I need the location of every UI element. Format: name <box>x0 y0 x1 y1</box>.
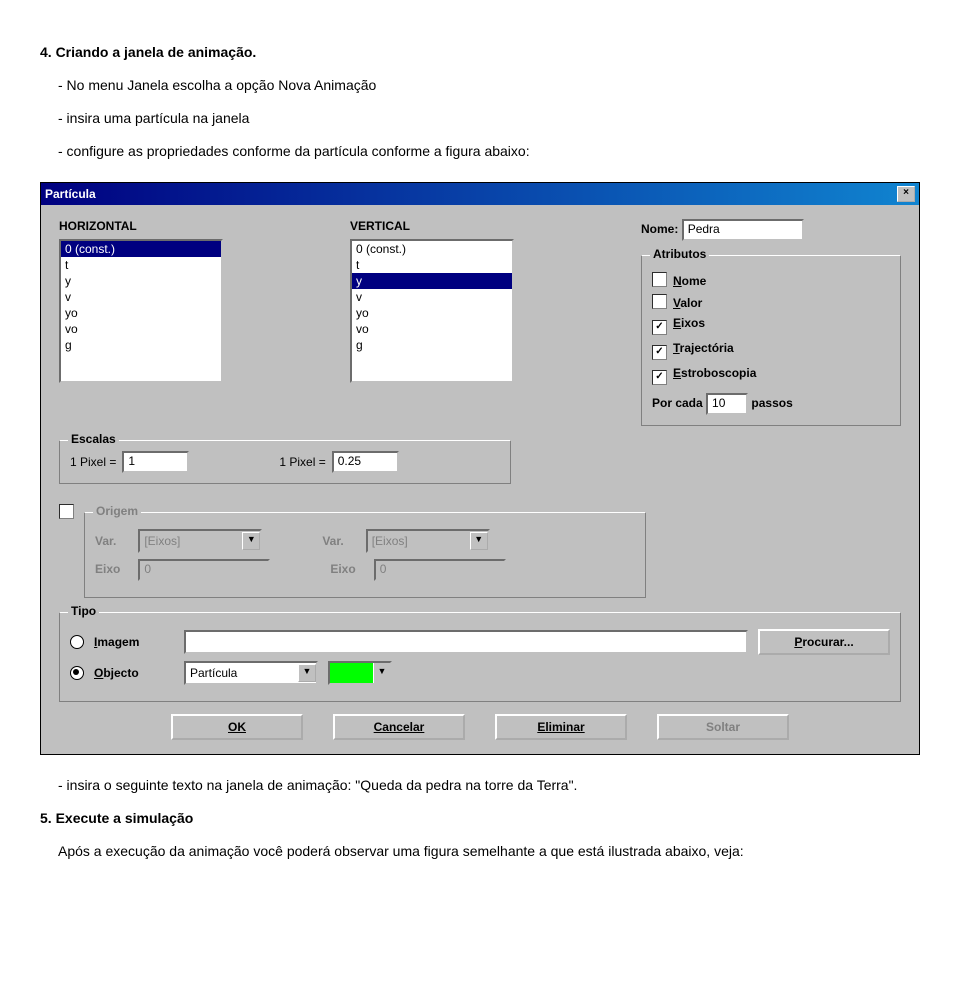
list-item[interactable]: 0 (const.) <box>61 241 221 257</box>
tipo-group: Tipo Imagem Procurar... Objecto Partícul… <box>59 612 901 702</box>
color-picker[interactable]: ▼ <box>328 661 392 685</box>
var-h-value: [Eixos] <box>140 534 242 548</box>
imagem-input[interactable] <box>184 630 748 654</box>
list-item[interactable]: v <box>61 289 221 305</box>
particula-dialog: Partícula × HORIZONTAL 0 (const.)tyvyovo… <box>40 182 920 755</box>
eixo-v-input: 0 <box>374 559 506 581</box>
checkbox-icon[interactable] <box>652 294 667 309</box>
checkbox-icon[interactable] <box>652 272 667 287</box>
imagem-label: Imagem <box>94 635 174 649</box>
chevron-down-icon[interactable]: ▼ <box>298 664 316 682</box>
attr-estroboscopia[interactable]: Estroboscopia <box>652 366 890 385</box>
pixel-v-label: 1 Pixel = <box>279 455 325 469</box>
imagem-radio[interactable] <box>70 635 84 649</box>
pixel-h-input[interactable]: 1 <box>122 451 189 473</box>
attr-valor[interactable]: Valor <box>652 294 890 310</box>
window-title: Partícula <box>45 187 96 201</box>
list-item[interactable]: t <box>61 257 221 273</box>
list-item[interactable]: yo <box>61 305 221 321</box>
objecto-dropdown[interactable]: Partícula ▼ <box>184 661 318 685</box>
vertical-label: VERTICAL <box>350 219 611 233</box>
var-v-value: [Eixos] <box>368 534 470 548</box>
var-v-label: Var. <box>322 534 362 548</box>
cancelar-button[interactable]: Cancelar <box>333 714 465 740</box>
list-item[interactable]: g <box>61 337 221 353</box>
atributos-legend: Atributos <box>650 247 709 261</box>
section-4-heading: 4. Criando a janela de animação. <box>40 42 920 63</box>
checkbox-icon[interactable] <box>652 345 667 360</box>
eixo-h-input: 0 <box>138 559 270 581</box>
list-item[interactable]: y <box>61 273 221 289</box>
origem-checkbox[interactable] <box>59 504 74 519</box>
section-5-heading: 5. Execute a simulação <box>40 808 920 829</box>
close-icon[interactable]: × <box>897 186 915 202</box>
list-item[interactable]: vo <box>352 321 512 337</box>
procurar-button[interactable]: Procurar... <box>758 629 890 655</box>
bullet-3: - configure as propriedades conforme da … <box>58 141 920 162</box>
objecto-label: Objecto <box>94 666 174 680</box>
tipo-legend: Tipo <box>68 604 99 618</box>
vertical-listbox[interactable]: 0 (const.)tyvyovog <box>350 239 514 383</box>
bullet-1: - No menu Janela escolha a opção Nova An… <box>58 75 920 96</box>
var-v-dropdown: [Eixos] ▼ <box>366 529 490 553</box>
ok-button[interactable]: OK <box>171 714 303 740</box>
attr-eixos[interactable]: Eixos <box>652 316 890 335</box>
var-h-label: Var. <box>95 534 135 548</box>
objecto-value: Partícula <box>186 666 298 680</box>
list-item[interactable]: vo <box>61 321 221 337</box>
nome-input[interactable]: Pedra <box>682 219 804 241</box>
eixo-v-label: Eixo <box>330 562 370 576</box>
checkbox-icon[interactable] <box>652 320 667 335</box>
chevron-down-icon[interactable]: ▼ <box>373 663 390 683</box>
after-text: - insira o seguinte texto na janela de a… <box>58 775 920 796</box>
list-item[interactable]: 0 (const.) <box>352 241 512 257</box>
soltar-button: Soltar <box>657 714 789 740</box>
horizontal-listbox[interactable]: 0 (const.)tyvyovog <box>59 239 223 383</box>
pixel-v-input[interactable]: 0.25 <box>332 451 399 473</box>
var-h-dropdown: [Eixos] ▼ <box>138 529 262 553</box>
eixo-h-label: Eixo <box>95 562 135 576</box>
escalas-legend: Escalas <box>68 432 119 446</box>
list-item[interactable]: yo <box>352 305 512 321</box>
chevron-down-icon: ▼ <box>242 532 260 550</box>
passos-input[interactable]: 10 <box>706 393 748 415</box>
atributos-group: Atributos NomeValorEixosTrajectóriaEstro… <box>641 255 901 426</box>
titlebar: Partícula × <box>41 183 919 205</box>
origem-legend: Origem <box>93 504 141 518</box>
list-item[interactable]: y <box>352 273 512 289</box>
escalas-group: Escalas 1 Pixel = 1 1 Pixel = 0.25 <box>59 440 511 484</box>
origem-group: Origem Var. [Eixos] ▼ Var. [Eixos] ▼ <box>84 512 646 598</box>
nome-label: Nome: <box>641 222 678 236</box>
chevron-down-icon: ▼ <box>470 532 488 550</box>
attr-nome[interactable]: Nome <box>652 272 890 288</box>
porcada-label: Por cada <box>652 396 703 410</box>
passos-label: passos <box>751 396 792 410</box>
list-item[interactable]: g <box>352 337 512 353</box>
section-5-para: Após a execução da animação você poderá … <box>58 841 920 862</box>
horizontal-label: HORIZONTAL <box>59 219 320 233</box>
bullet-2: - insira uma partícula na janela <box>58 108 920 129</box>
list-item[interactable]: v <box>352 289 512 305</box>
checkbox-icon[interactable] <box>652 370 667 385</box>
list-item[interactable]: t <box>352 257 512 273</box>
color-swatch <box>330 663 373 683</box>
pixel-h-label: 1 Pixel = <box>70 455 116 469</box>
attr-trajectória[interactable]: Trajectória <box>652 341 890 360</box>
objecto-radio[interactable] <box>70 666 84 680</box>
eliminar-button[interactable]: Eliminar <box>495 714 627 740</box>
